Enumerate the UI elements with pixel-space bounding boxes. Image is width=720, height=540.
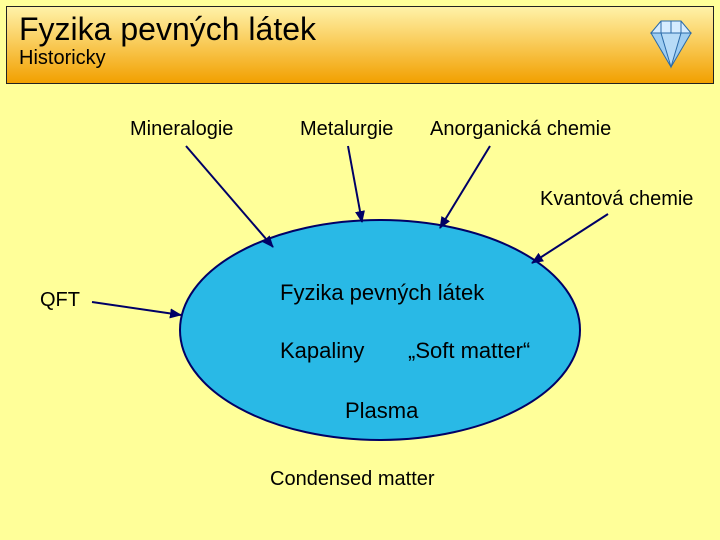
arrow-from-metalurgie — [348, 146, 362, 222]
arrow-from-mineralogie — [186, 146, 273, 247]
ellipse-text-kapaliny: Kapaliny — [280, 338, 364, 364]
slide-root: Fyzika pevných látek Historicky Mineralo… — [0, 0, 720, 540]
label-mineralogie: Mineralogie — [130, 118, 233, 141]
label-anorganicka: Anorganická chemie — [430, 118, 611, 141]
ellipse-text-main: Fyzika pevných látek — [280, 280, 484, 306]
arrow-from-qft — [92, 302, 181, 315]
label-metalurgie: Metalurgie — [300, 118, 393, 141]
diagram-canvas — [0, 0, 720, 540]
label-kvantova: Kvantová chemie — [540, 188, 693, 211]
label-qft: QFT — [40, 289, 80, 312]
arrow-from-kvantova — [532, 214, 608, 263]
arrow-from-anorganicka — [440, 146, 490, 228]
label-condensed: Condensed matter — [270, 468, 435, 491]
ellipse-text-plasma: Plasma — [345, 398, 418, 424]
ellipse-text-soft: „Soft matter“ — [408, 338, 530, 364]
